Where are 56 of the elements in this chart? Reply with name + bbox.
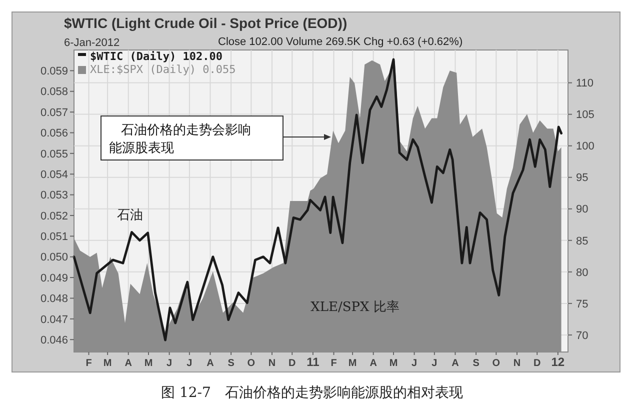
x-tick-label: A — [124, 358, 132, 369]
x-tick-label: J — [432, 358, 438, 369]
y-tick-label: 0.056 — [40, 128, 68, 140]
y-tick-label: 0.058 — [40, 86, 68, 98]
caption: 图 12-7 石油价格的走势影响能源股的相对表现 — [161, 385, 463, 401]
y-tick-label: 0.052 — [40, 210, 68, 222]
chart-subtitle: 6-Jan-2012 — [64, 37, 120, 49]
y-tick-label: 0.055 — [40, 148, 68, 160]
text: Close 102.00 Volume 269.5K Chg +0.63 (+0.62%) — [218, 36, 463, 48]
y2-tick-label: 95 — [576, 172, 588, 184]
y-tick-label: 0.051 — [40, 231, 68, 244]
annotation: XLE/SPX 比率 — [310, 299, 400, 315]
x-tick-label: S — [228, 358, 235, 369]
y-tick-label: 0.053 — [40, 190, 68, 202]
y-tick-label: 0.048 — [40, 293, 68, 306]
y2-tick-label: 80 — [576, 266, 588, 279]
x-tick-label: J — [166, 358, 172, 369]
y2-tick-label: 70 — [576, 330, 588, 342]
y2-tick-label: 90 — [576, 204, 588, 216]
x-tick-label: F — [86, 358, 92, 369]
x-tick-label: 11 — [306, 355, 320, 369]
y2-tick-label: 110 — [576, 78, 594, 90]
y-tick-label: 0.054 — [40, 168, 68, 181]
x-tick-label: A — [452, 358, 459, 369]
x-tick-label: D — [534, 358, 541, 369]
x-tick-label: J — [412, 358, 418, 369]
x-tick-label: M — [348, 358, 357, 369]
x-tick-label: N — [513, 358, 521, 369]
y2-tick-label: 100 — [576, 140, 594, 153]
x-tick-label: O — [492, 358, 500, 369]
x-tick-label: J — [186, 358, 192, 369]
x-tick-label: M — [144, 358, 153, 369]
y2-tick-label: 75 — [576, 298, 588, 310]
x-tick-label: 12 — [551, 355, 565, 369]
x-tick-label: O — [247, 358, 256, 369]
x-tick-label: A — [370, 358, 377, 369]
chart-title: $WTIC (Light Crude Oil - Spot Price (EOD)) — [64, 15, 348, 31]
x-tick-label: A — [206, 358, 214, 369]
x-tick-label: D — [288, 358, 296, 369]
y-tick-label: 0.059 — [40, 66, 68, 78]
x-tick-label: F — [330, 358, 337, 369]
legend-label: $WTIC (Daily) 102.00 — [90, 50, 222, 63]
annotation: 石油价格的走势会影响能源股表现 — [109, 123, 251, 156]
annotation: 石油 — [117, 208, 143, 223]
x-tick-label: M — [103, 358, 112, 369]
y-tick-label: 0.050 — [40, 252, 68, 264]
x-tick-label: S — [472, 358, 480, 369]
x-tick-label: N — [268, 358, 276, 369]
y2-tick-label: 105 — [576, 109, 594, 122]
y-tick-label: 0.047 — [40, 314, 68, 326]
x-tick-label: M — [389, 358, 398, 369]
y-tick-label: 0.049 — [40, 272, 68, 284]
y2-tick-label: 85 — [576, 235, 588, 248]
legend-label: XLE:$SPX (Daily) 0.055 — [90, 63, 236, 76]
y-tick-label: 0.057 — [40, 106, 68, 119]
y-tick-label: 0.046 — [40, 334, 68, 346]
